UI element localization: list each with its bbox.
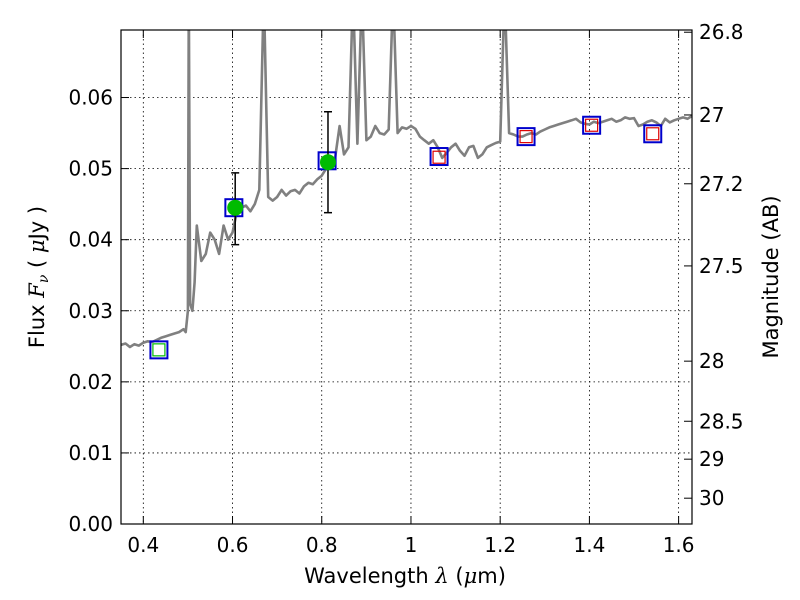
y-tick-label: 0.01 (68, 441, 113, 465)
y2-tick-label: 27 (699, 103, 724, 127)
y-tick-label: 0.06 (68, 86, 113, 110)
x-tick-label: 0.6 (217, 533, 249, 557)
model-photometry-square (516, 127, 536, 147)
x-tick-label: 1.4 (573, 533, 605, 557)
y-tick-label: 0.00 (68, 512, 113, 536)
observed-limit-square (519, 130, 533, 144)
y2-tick-label: 29 (699, 447, 724, 471)
x-tick-label: 1.6 (663, 533, 695, 557)
observed-limit-square (646, 127, 660, 141)
detection-marker (227, 199, 244, 216)
y2-tick-label: 26.8 (699, 20, 744, 44)
observed-limit-square (585, 118, 599, 132)
y-tick-label: 0.05 (68, 157, 113, 181)
model-photometry-square (582, 115, 602, 135)
tick-layer: 0.4 0.6 0.8 1 1.2 1.4 1.6 0.00 0.01 0.02 0.03 0.04 0… (68, 20, 743, 557)
x-tick-label: 0.8 (306, 533, 338, 557)
plot-frame (120, 29, 693, 525)
y-tick-label: 0.04 (68, 228, 113, 252)
x-tick-label: 1.2 (484, 533, 516, 557)
x-axis-title: Wavelength λ (μm) (304, 564, 506, 588)
model-photometry-square (429, 147, 449, 167)
y2-tick-label: 27.2 (699, 172, 744, 196)
grid-lines (121, 30, 692, 525)
observed-limit-square (152, 343, 166, 357)
y2-tick-label: 30 (699, 486, 724, 510)
y-tick-label: 0.02 (68, 370, 113, 394)
x-tick-label: 1 (405, 533, 418, 557)
y2-tick-label: 28 (699, 349, 724, 373)
y2-axis-title: Magnitude (AB) (759, 195, 783, 358)
x-tick-label: 0.4 (127, 533, 159, 557)
y2-tick-label: 27.5 (699, 254, 744, 278)
model-photometry-square (643, 124, 663, 144)
y-axis-title: Flux Fν ( μJy ) (25, 206, 52, 348)
spectrum-line (121, 30, 692, 349)
y-tick-label: 0.03 (68, 299, 113, 323)
observed-limit-square (432, 150, 446, 164)
model-photometry-square (149, 340, 169, 360)
markers-layer (149, 110, 663, 360)
y2-tick-label: 28.5 (699, 409, 744, 433)
detection-marker (319, 154, 336, 171)
spectrum-layer (121, 30, 692, 349)
